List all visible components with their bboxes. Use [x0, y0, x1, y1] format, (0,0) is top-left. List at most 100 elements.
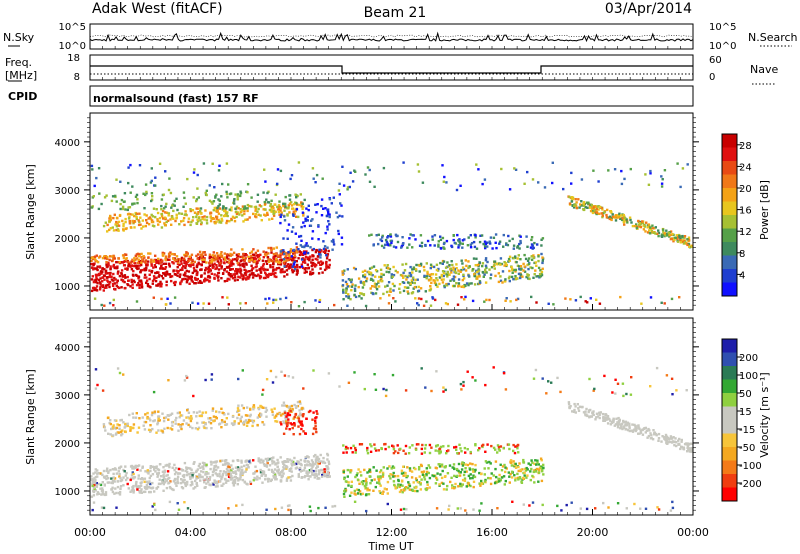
- power-echo-afternoon-upper: [469, 246, 473, 249]
- velocity-echo-mid-band: [239, 417, 242, 421]
- power-echo-afternoon-upper: [479, 234, 482, 237]
- velocity-echo-mid-band: [111, 426, 115, 429]
- velocity-echo-mid-band: [126, 422, 129, 425]
- power-echo-afternoon: [440, 278, 444, 281]
- power-echo-scatter-top: [551, 181, 554, 185]
- power-echo-strong: [325, 264, 328, 267]
- velocity-echo-low: [232, 484, 236, 487]
- power-echo-evening: [669, 237, 673, 241]
- velocity-echo-red: [307, 410, 311, 414]
- velocity-echo-afternoon: [407, 481, 410, 484]
- velocity-echo-afternoon: [399, 483, 403, 487]
- power-echo-blue: [323, 245, 327, 248]
- power-echo-evening: [686, 243, 689, 247]
- power-echo-strong: [244, 273, 248, 277]
- power-echo-afternoon: [384, 285, 387, 288]
- velocity-echo-afternoon: [431, 474, 434, 477]
- power-echo-afternoon: [409, 282, 412, 285]
- power-echo-mid-band: [224, 210, 228, 214]
- power-echo-strong: [143, 267, 146, 271]
- power-echo-blue: [337, 229, 340, 233]
- velocity-echo-evening: [628, 426, 631, 430]
- power-echo-afternoon-upper: [461, 242, 464, 245]
- power-echo-strong: [170, 275, 174, 278]
- power-echo-strong: [271, 270, 275, 273]
- power-echo-afternoon: [404, 262, 408, 266]
- power-echo-sparse: [221, 207, 225, 210]
- power-echo-strong: [185, 262, 188, 265]
- power-echo-mid-band: [109, 227, 112, 230]
- power-echo-scatter-top: [455, 188, 459, 192]
- power-echo-evening: [648, 231, 652, 235]
- velocity-echo-mid-band: [174, 419, 177, 422]
- velocity-echo-mid-band: [197, 426, 201, 429]
- velocity-echo-mid-band: [260, 413, 263, 416]
- velocity-echo-evening: [616, 421, 619, 424]
- velocity-echo-afternoon-upper: [346, 447, 349, 450]
- power-echo-afternoon-upper: [530, 238, 533, 242]
- power-echo-strong: [196, 263, 199, 266]
- velocity-echo-evening: [651, 438, 655, 441]
- power-echo-sparse: [131, 202, 134, 205]
- velocity-echo-afternoon: [386, 467, 389, 470]
- power-echo-blue: [282, 249, 285, 252]
- power-echo-strong: [109, 271, 112, 275]
- power-echo-strong: [155, 276, 158, 279]
- velocity-echo-afternoon-upper: [516, 444, 519, 448]
- power-echo-mid-band: [106, 223, 109, 227]
- velocity-echo-low: [318, 460, 321, 464]
- velocity-echo-evening: [601, 412, 605, 416]
- power-echo-mid-band: [221, 219, 224, 222]
- power-echo-evening: [582, 201, 586, 204]
- power-echo-sparse: [284, 195, 287, 199]
- power-echo-upper-band: [135, 257, 139, 260]
- power-echo-sparse: [295, 202, 298, 205]
- power-echo-mid-band: [140, 227, 143, 230]
- power-echo-strong: [122, 264, 126, 267]
- velocity-echo-afternoon: [400, 472, 404, 475]
- power-echo-upper-band: [198, 250, 202, 254]
- velocity-echo-low: [253, 476, 256, 480]
- power-echo-evening: [663, 232, 667, 235]
- power-echo-mid-band: [122, 222, 125, 226]
- velocity-echo-low: [227, 465, 230, 468]
- velocity-echo-mid-band: [116, 431, 119, 434]
- power-echo-strong: [217, 271, 221, 275]
- velocity-echo-mid-band: [158, 419, 161, 422]
- velocity-echo-mid-band: [210, 418, 213, 422]
- velocity-echo-low: [144, 490, 147, 493]
- velocity-echo-low: [191, 471, 194, 475]
- power-echo-strong: [126, 275, 129, 279]
- velocity-echo-mid-band: [194, 427, 198, 430]
- power-echo-blue: [310, 219, 313, 222]
- power-echo-scatter-top: [227, 183, 230, 186]
- velocity-echo-low: [314, 453, 317, 457]
- power-echo-strong: [237, 268, 240, 271]
- velocity-echo-low: [233, 481, 237, 485]
- velocity-echo-red: [315, 416, 318, 419]
- power-echo-strong: [284, 261, 287, 264]
- power-colorbar-segment: [722, 188, 737, 202]
- velocity-echo-low: [232, 471, 235, 474]
- power-echo-upper-band: [125, 257, 128, 260]
- power-echo-strong: [225, 270, 229, 273]
- velocity-echo-mid-band: [147, 428, 151, 432]
- velocity-echo-afternoon: [481, 482, 485, 485]
- power-echo-afternoon: [496, 262, 499, 265]
- velocity-echo-afternoon: [436, 472, 439, 475]
- velocity-echo-low: [126, 482, 129, 486]
- velocity-echo-afternoon: [365, 481, 368, 484]
- velocity-echo-low: [290, 467, 293, 470]
- power-echo-mid-band: [121, 219, 124, 223]
- power-echo-afternoon: [432, 279, 435, 282]
- power-echo-blue: [283, 219, 287, 222]
- power-echo-blue: [325, 214, 329, 218]
- velocity-echo-afternoon-upper: [438, 452, 441, 455]
- power-data: [90, 161, 694, 308]
- power-echo-scatter-bottom: [221, 296, 224, 299]
- power-echo-strong: [230, 259, 233, 262]
- velocity-echo-afternoon: [509, 459, 513, 462]
- velocity-echo-afternoon: [523, 474, 526, 477]
- velocity-echo-low: [118, 493, 122, 496]
- power-echo-afternoon: [450, 260, 453, 263]
